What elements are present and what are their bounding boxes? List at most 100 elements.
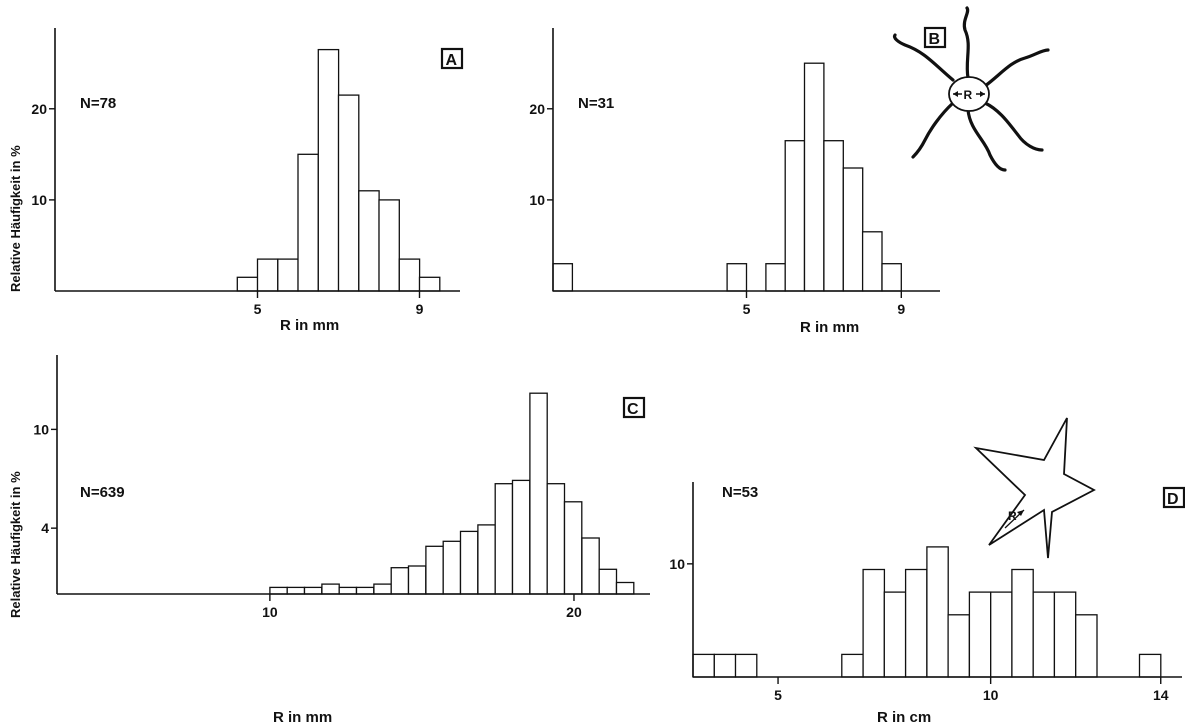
panel-c-bar bbox=[615, 581, 635, 595]
panel-a-bar bbox=[337, 94, 360, 292]
panel-a-bar bbox=[418, 276, 441, 292]
panel-b-illustration-label: R bbox=[964, 88, 973, 102]
panel-c-bar bbox=[425, 545, 444, 595]
panel-d-n-label: N=53 bbox=[722, 484, 758, 501]
panel-d-bar bbox=[1032, 591, 1056, 678]
panel-c-bar bbox=[529, 392, 548, 595]
panel-a-y-tick-label: 10 bbox=[31, 192, 47, 208]
panel-d-letter-box bbox=[1162, 486, 1185, 509]
panel-c-bar bbox=[390, 567, 410, 595]
panel-a-x-tick-label: 5 bbox=[254, 301, 262, 317]
brittle-star-illustration: R bbox=[892, 6, 1050, 172]
panel-a-bars bbox=[236, 48, 441, 292]
panel-d-bar bbox=[883, 591, 907, 678]
panel-d-bar bbox=[926, 546, 949, 678]
panel-b-letter-box bbox=[923, 26, 947, 49]
panel-b-bar bbox=[881, 263, 902, 292]
panel-b-y-tick-label: 10 bbox=[529, 192, 545, 208]
panel-d-x-label: R in cm bbox=[877, 709, 931, 726]
panel-c-bar bbox=[442, 540, 462, 595]
panel-d-bar bbox=[734, 653, 758, 678]
panel-a-x-label: R in mm bbox=[280, 317, 339, 334]
panel-d-bar bbox=[841, 653, 864, 678]
panel-c-x-label: R in mm bbox=[273, 709, 332, 726]
panel-b-bar bbox=[803, 62, 825, 292]
panel-c-y-tick-label: 4 bbox=[41, 520, 49, 536]
panel-c-x-tick-label: 10 bbox=[262, 604, 278, 620]
panel-d-bar bbox=[713, 653, 737, 678]
panel-b-bars bbox=[552, 62, 902, 292]
panel-a-bar bbox=[297, 153, 319, 292]
panel-d-x-tick-label: 14 bbox=[1153, 687, 1169, 703]
panel-c-histogram: 10 20 4 10 N=639 R in mm Relative Häufigkei… bbox=[8, 355, 650, 726]
panel-a-y-label: Relative Häufigkeit in % bbox=[8, 145, 23, 292]
panel-c-bar bbox=[494, 483, 514, 595]
panel-c-bar bbox=[546, 483, 566, 595]
panel-d-bar bbox=[1138, 653, 1162, 678]
panel-d-bar bbox=[968, 591, 992, 678]
panel-a-histogram: 5 9 10 20 N=78 R in mm Relative Häufigkeit … bbox=[8, 28, 464, 334]
panel-d-bar bbox=[947, 614, 971, 678]
panel-c-bar bbox=[563, 501, 583, 595]
panel-d-bar bbox=[1075, 614, 1098, 678]
panel-c-bar bbox=[321, 583, 340, 595]
panel-d-x-tick-label: 5 bbox=[774, 687, 782, 703]
panel-d-y-tick-label: 10 bbox=[669, 556, 685, 572]
panel-b-x-tick-label: 5 bbox=[743, 301, 751, 317]
panel-b-n-label: N=31 bbox=[578, 95, 614, 112]
panel-a-n-label: N=78 bbox=[80, 95, 116, 112]
panel-b-bar bbox=[861, 231, 883, 292]
panel-b-y-tick-label: 20 bbox=[529, 101, 545, 117]
panel-c-ticks: 10 20 4 10 bbox=[33, 421, 582, 620]
panel-a-bar bbox=[256, 258, 279, 292]
panel-d-bar bbox=[904, 568, 928, 678]
panel-c-n-label: N=639 bbox=[80, 484, 125, 501]
panel-a-bar bbox=[236, 276, 259, 292]
panel-b-bar bbox=[784, 140, 806, 292]
panel-a-ticks: 5 9 10 20 bbox=[31, 101, 423, 317]
panel-c-bar bbox=[269, 586, 288, 595]
panel-c-bar bbox=[338, 586, 358, 595]
panel-c-bar bbox=[373, 583, 392, 595]
panel-d-bar bbox=[1011, 568, 1034, 678]
panel-c-bar bbox=[286, 586, 306, 595]
panel-d-bar bbox=[1053, 591, 1077, 678]
panel-b-x-label: R in mm bbox=[800, 319, 859, 336]
panel-c-bar bbox=[598, 568, 618, 595]
panel-d-x-tick-label: 10 bbox=[983, 687, 999, 703]
panel-a-bar bbox=[398, 258, 421, 292]
panel-c-bar bbox=[581, 537, 600, 595]
panel-a-bar bbox=[317, 48, 340, 292]
panel-a-bar bbox=[378, 199, 400, 292]
panel-a-x-tick-label: 9 bbox=[416, 301, 424, 317]
panel-a-letter-box bbox=[440, 47, 464, 70]
panel-b-bar bbox=[842, 167, 864, 292]
panel-c-y-tick-label: 10 bbox=[33, 421, 49, 437]
panel-d-letter: D bbox=[1167, 491, 1179, 508]
panel-c-bar bbox=[303, 586, 323, 595]
panel-a-bar bbox=[358, 190, 380, 292]
panel-b-histogram: 5 9 10 20 N=31 R in mm B R bbox=[529, 6, 1050, 336]
sea-star-illustration: R bbox=[973, 417, 1096, 559]
panel-c-letter: C bbox=[627, 401, 639, 418]
panel-a-letter: A bbox=[446, 52, 458, 69]
panel-b-bar bbox=[552, 263, 574, 292]
panel-b-x-tick-label: 9 bbox=[897, 301, 905, 317]
panel-b-bar bbox=[765, 263, 786, 292]
panel-d-bar bbox=[990, 591, 1013, 678]
panel-c-bar bbox=[459, 530, 479, 595]
panel-c-bar bbox=[511, 479, 531, 595]
panel-c-bar bbox=[477, 524, 496, 595]
panel-d-bar bbox=[862, 568, 886, 678]
panel-b-bar bbox=[726, 263, 748, 292]
panel-d-bar bbox=[692, 653, 715, 678]
panel-d-ticks: 5 10 14 10 bbox=[669, 556, 1168, 703]
panel-c-bar bbox=[407, 565, 427, 595]
panel-b-bar bbox=[823, 140, 844, 292]
panel-c-bar bbox=[355, 586, 375, 595]
panel-a-bar bbox=[277, 258, 299, 292]
panel-b-letter: B bbox=[929, 31, 941, 48]
panel-c-y-label: Relative Häufigkeit in % bbox=[8, 471, 23, 618]
panel-a-y-tick-label: 20 bbox=[31, 101, 47, 117]
